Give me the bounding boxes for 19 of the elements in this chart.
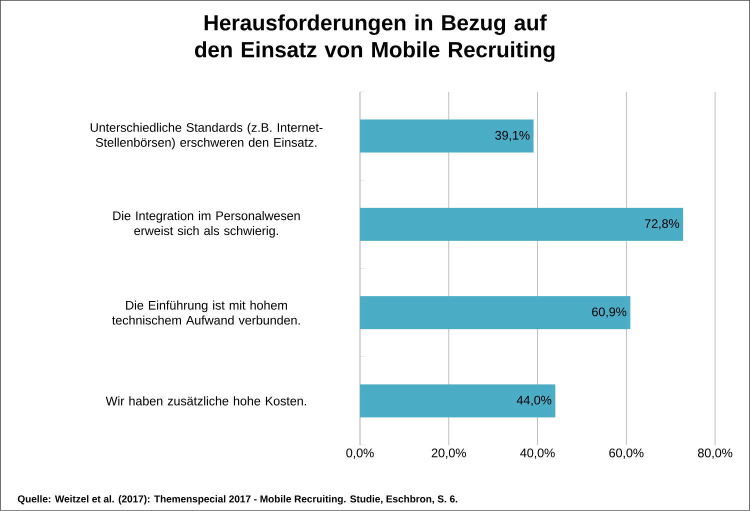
- y-tick-label: Wir haben zusätzliche hohe Kosten.: [106, 396, 306, 406]
- source-note: Quelle: Weitzel et al. (2017): Themenspecial 2017 - Mobile Recruiting. Studie, Eschbron, S. 6.: [18, 495, 458, 505]
- bar: [360, 208, 684, 241]
- y-tick-label: Die Integration im Personalwesen erweist sich als schwierig.: [113, 211, 300, 238]
- bar: [360, 296, 630, 330]
- data-label: 39,1%: [495, 130, 530, 142]
- x-tick-label: 80,0%: [698, 448, 732, 459]
- x-tick-label: 40,0%: [520, 448, 555, 459]
- chart-title: Herausforderungen in Bezug auf den Einsatz von Mobile Recruiting: [195, 14, 554, 62]
- x-tick-label: 20,0%: [432, 448, 466, 459]
- data-label: 72,8%: [644, 219, 680, 230]
- bar: [360, 384, 556, 418]
- y-tick-label: Unterschiedliche Standards (z.B. Internet-Stellenbörsen) erschweren den Einsatz.: [90, 122, 323, 150]
- bar: [360, 120, 534, 153]
- x-tick-label: 60,0%: [609, 448, 644, 459]
- y-tick-label: Die Einführung ist mit hohem technischem Aufwand verbunden.: [112, 300, 300, 325]
- data-label: 44,0%: [516, 396, 552, 406]
- data-label: 60,9%: [592, 307, 626, 318]
- x-tick-label: 0,0%: [346, 448, 374, 459]
